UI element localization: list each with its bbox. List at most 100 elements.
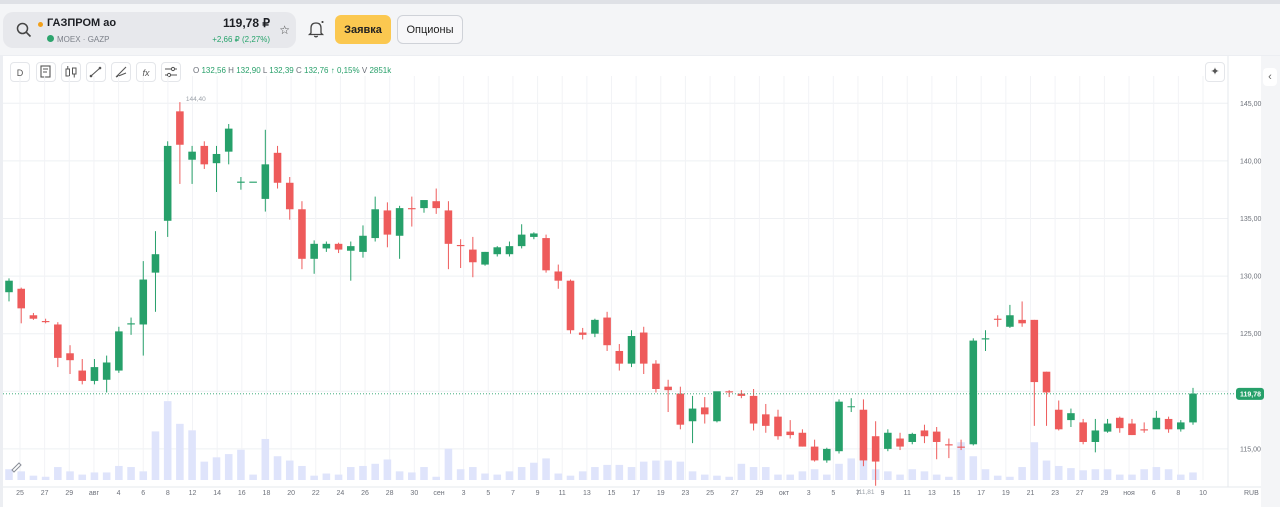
options-button[interactable]: Опционы [397, 15, 463, 44]
candle-body [151, 254, 160, 273]
candle-body [261, 164, 270, 199]
volume-bar [1018, 467, 1026, 480]
volume-bar [1054, 465, 1063, 480]
volume-bar [713, 475, 721, 480]
x-tick-label: ноя [1123, 490, 1135, 497]
volume-bar [810, 469, 819, 480]
candle-body [1140, 429, 1148, 431]
volume-bar [884, 471, 892, 480]
volume-bar [102, 472, 111, 480]
x-tick-label: 19 [1002, 490, 1010, 497]
pencil-icon[interactable] [11, 462, 22, 473]
candle-body [139, 279, 148, 325]
candle-body [823, 448, 831, 461]
volume-bar [652, 460, 660, 480]
volume-bar [847, 458, 856, 480]
x-tick-label: 24 [336, 490, 344, 497]
candle-body [981, 338, 990, 340]
subtitle-separator: · [82, 35, 86, 44]
x-tick-label: сен [433, 490, 444, 497]
candle-body [847, 406, 856, 408]
volume-bar [493, 474, 502, 480]
candle-body [737, 393, 746, 396]
up-arrow-icon: ↑ [330, 66, 335, 75]
o-label: O [193, 66, 200, 75]
order-button[interactable]: Заявка [335, 15, 391, 44]
volume-bar [1091, 469, 1100, 480]
volume-bar [163, 401, 172, 480]
candle-body [493, 247, 502, 255]
candle-body [29, 315, 38, 319]
volume-bar [1140, 469, 1148, 480]
volume-bar [444, 448, 453, 480]
volume-bar [249, 474, 257, 480]
volume-bar [981, 469, 990, 480]
volume-bar [310, 475, 318, 480]
volume-bar [969, 456, 978, 480]
x-tick-label: авг [89, 490, 100, 497]
sparkle-icon[interactable]: ✦ [1205, 62, 1225, 82]
instrument-name: ГАЗПРОМ ао [47, 17, 117, 29]
star-icon[interactable]: ☆ [279, 23, 290, 37]
x-tick-label: 29 [65, 490, 73, 497]
bell-icon[interactable] [306, 19, 326, 39]
h-label: H [228, 66, 234, 75]
last-price-label: 119,78 [1240, 391, 1261, 398]
volume-bar [334, 474, 343, 480]
y-axis: 145,00140,00135,00130,00125,00120,00115,… [1240, 101, 1262, 454]
y-tick-label: 135,00 [1240, 216, 1262, 223]
settings-sliders-icon[interactable] [161, 62, 181, 82]
candles-icon[interactable] [61, 62, 81, 82]
x-tick-label: 15 [953, 490, 961, 497]
fib-tool-icon[interactable] [111, 62, 131, 82]
x-tick-label: 4 [117, 490, 121, 497]
volume-bar [273, 456, 282, 480]
volume-bar [1177, 474, 1185, 480]
candle-body [639, 332, 648, 364]
volume-bar [725, 476, 733, 480]
x-tick-label: 3 [807, 490, 811, 497]
candle-body [359, 235, 367, 252]
candle-body [383, 210, 392, 235]
candle-body [322, 243, 331, 249]
candle-body [896, 438, 904, 447]
formula-button[interactable]: fx [136, 62, 156, 82]
low-value: 132,39 [269, 66, 294, 75]
candle-body [1189, 393, 1197, 423]
volume-bar [920, 471, 929, 480]
candle-body [5, 280, 13, 293]
candle-body [115, 331, 123, 371]
drawing-tool-icon[interactable] [86, 62, 106, 82]
candle-body [456, 244, 465, 247]
volume-bar [1067, 468, 1075, 480]
volume-bar [566, 475, 575, 480]
candle-body [432, 201, 441, 209]
volume-bar [469, 467, 477, 480]
volume-bar [29, 475, 38, 480]
volume-bar [639, 461, 648, 480]
x-tick-label: 8 [166, 490, 170, 497]
min-price-annotation: 111,81 [856, 489, 875, 496]
volume-bar [896, 474, 904, 480]
volume-bar [359, 465, 367, 480]
candle-body [688, 408, 697, 422]
volume-bar [554, 473, 563, 480]
instrument-subtitle: MOEX · GAZP [57, 35, 109, 44]
volume-bar [908, 469, 917, 480]
y-tick-label: 145,00 [1240, 101, 1262, 108]
candle-body [1006, 315, 1014, 327]
candle-body [664, 386, 672, 391]
search-icon[interactable] [15, 21, 33, 39]
instrument-selector[interactable]: ГАЗПРОМ ао MOEX · GAZP 119,78 ₽ +2,66 ₽ … [3, 12, 296, 48]
candle-body [237, 181, 245, 183]
x-tick-label: 26 [361, 490, 369, 497]
candle-body [17, 288, 25, 309]
volume-bar [774, 474, 782, 480]
last-price-tag: 119,78 [1236, 387, 1264, 400]
volume-bar [761, 467, 770, 480]
volume-bar [237, 449, 245, 480]
x-tick-label: 13 [583, 490, 591, 497]
chevron-left-icon[interactable]: ‹ [1263, 68, 1277, 86]
indicator-list-icon[interactable] [36, 62, 56, 82]
